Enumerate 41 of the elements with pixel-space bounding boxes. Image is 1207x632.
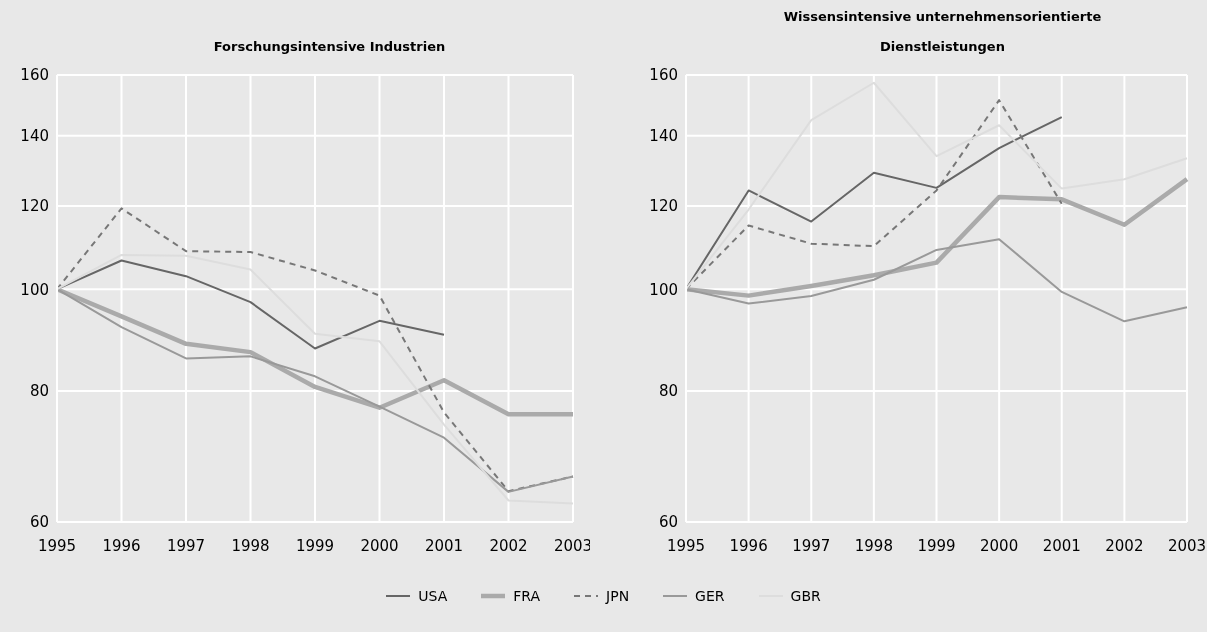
line-series bbox=[685, 238, 1188, 323]
x-tick-label: 1996 bbox=[102, 536, 141, 555]
line-series bbox=[56, 288, 574, 493]
x-tick-label: 2001 bbox=[1042, 536, 1081, 555]
x-tick-label: 2003 bbox=[1167, 536, 1207, 555]
y-tick-label: 100 bbox=[649, 280, 678, 299]
x-tick-label: 1999 bbox=[917, 536, 956, 555]
y-tick-label: 140 bbox=[20, 127, 49, 146]
y-tick-label: 160 bbox=[20, 66, 49, 85]
legend-label: GBR bbox=[790, 588, 821, 604]
y-tick-label: 140 bbox=[649, 127, 678, 146]
chart-title: Forschungsintensive Industrien bbox=[213, 38, 446, 56]
y-tick-label: 60 bbox=[658, 513, 678, 532]
y-tick-label: 160 bbox=[649, 66, 678, 85]
x-tick-label: 1998 bbox=[854, 536, 893, 555]
legend-label: JPN bbox=[606, 588, 630, 604]
x-tick-label: 1997 bbox=[792, 536, 831, 555]
x-tick-label: 1996 bbox=[729, 536, 768, 555]
legend-label: GER bbox=[695, 588, 725, 604]
y-tick-label: 80 bbox=[29, 382, 49, 401]
y-tick-label: 120 bbox=[649, 197, 678, 216]
x-tick-label: 2001 bbox=[424, 536, 464, 555]
x-tick-label: 1995 bbox=[666, 536, 706, 555]
line-series bbox=[685, 81, 1188, 291]
legend-label: FRA bbox=[513, 588, 541, 604]
y-tick-label: 60 bbox=[29, 513, 49, 532]
y-tick-label: 100 bbox=[20, 280, 49, 299]
legend-label: USA bbox=[418, 588, 448, 604]
x-tick-label: 2002 bbox=[489, 536, 528, 555]
x-tick-label: 2000 bbox=[980, 536, 1019, 555]
y-tick-label: 120 bbox=[20, 197, 49, 216]
line-series bbox=[56, 253, 574, 505]
x-tick-label: 1995 bbox=[37, 536, 77, 555]
x-tick-label: 1999 bbox=[295, 536, 335, 555]
x-tick-label: 1998 bbox=[231, 536, 270, 555]
x-tick-label: 2000 bbox=[360, 536, 399, 555]
x-tick-label: 2003 bbox=[553, 536, 593, 555]
x-tick-label: 2002 bbox=[1105, 536, 1144, 555]
x-tick-label: 1997 bbox=[166, 536, 206, 555]
y-tick-label: 80 bbox=[658, 382, 678, 401]
chart-title: Wissensintensive unternehmensorientierte Dienstleistungen bbox=[782, 8, 1103, 56]
